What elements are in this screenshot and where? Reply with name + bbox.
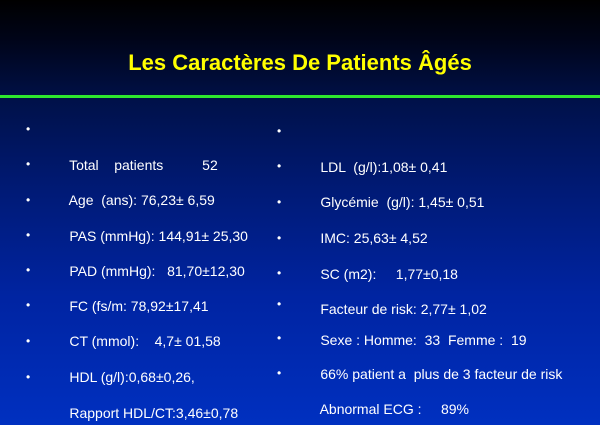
item-text: Abnormal ECG : 89% bbox=[319, 401, 469, 417]
item-text: IMC: 25,63± 4,52 bbox=[320, 230, 428, 246]
left-item-rapport: • Rapport HDL/CT:3,46±0,78 bbox=[26, 368, 239, 425]
item-text: Glycémie (g/l): 1,45± 0,51 bbox=[320, 194, 485, 210]
right-item-glycemie: • Glycémie (g/l): 1,45± 0,51 bbox=[277, 157, 485, 229]
slide-title: Les Caractères De Patients Âgés bbox=[128, 50, 472, 75]
item-text: CT (mmol): 4,7± 01,58 bbox=[69, 333, 221, 349]
item-text: Rapport HDL/CT:3,46±0,78 bbox=[69, 405, 239, 421]
right-item-ldl: • LDL (g/l):1,08± 0,41 bbox=[277, 122, 448, 194]
item-text: FC (fs/m: 78,92±17,41 bbox=[69, 298, 209, 314]
right-item-facteur-risk: • Facteur de risk: 2,77± 1,02 bbox=[277, 264, 487, 336]
title-divider bbox=[0, 95, 600, 98]
item-text: PAD (mmHg): 81,70±12,30 bbox=[69, 263, 245, 279]
bullet-icon: • bbox=[277, 195, 282, 209]
bullet-icon: • bbox=[26, 334, 31, 348]
item-text: Sexe : Homme: 33 Femme : 19 bbox=[320, 332, 527, 348]
item-text: 66% patient a plus de 3 facteur de risk bbox=[320, 366, 563, 382]
bullet-icon: • bbox=[277, 297, 282, 311]
bullet-icon: • bbox=[277, 331, 282, 345]
bullet-icon: • bbox=[26, 193, 31, 207]
left-item-pad: • PAD (mmHg): 81,70±12,30 bbox=[26, 226, 245, 298]
item-text: SC (m2): 1,77±0,18 bbox=[320, 266, 458, 282]
left-item-pas: • PAS (mmHg): 144,91± 25,30 bbox=[26, 191, 248, 263]
bullet-icon: • bbox=[277, 366, 282, 380]
bullet-icon: • bbox=[26, 370, 31, 384]
bullet-icon: • bbox=[277, 159, 282, 173]
item-text: Age (ans): 76,23± 6,59 bbox=[68, 192, 215, 208]
right-item-abnormal-ecg: • Abnormal ECG : 89% bbox=[277, 364, 469, 425]
right-item-sexe: • Sexe : Homme: 33 Femme : 19 bbox=[277, 295, 527, 367]
bullet-icon: • bbox=[26, 122, 31, 136]
right-item-66-percent: • 66% patient a plus de 3 facteur de ris… bbox=[277, 329, 563, 401]
bullet-icon: • bbox=[26, 228, 31, 242]
item-text: Total patients 52 bbox=[69, 157, 218, 173]
bullet-icon: • bbox=[26, 157, 31, 171]
right-item-sc: • SC (m2): 1,77±0,18 bbox=[277, 229, 458, 301]
left-item-fc: • FC (fs/m: 78,92±17,41 bbox=[26, 261, 209, 333]
bullet-icon: • bbox=[277, 266, 282, 280]
left-item-ct: • CT (mmol): 4,7± 01,58 bbox=[26, 296, 221, 368]
right-item-imc: • IMC: 25,63± 4,52 bbox=[277, 193, 428, 265]
bullet-icon: • bbox=[26, 298, 31, 312]
item-text: PAS (mmHg): 144,91± 25,30 bbox=[69, 228, 248, 244]
bullet-icon: • bbox=[277, 231, 282, 245]
bullet-icon: • bbox=[26, 263, 31, 277]
left-item-hdl: • HDL (g/l):0,68±0,26, bbox=[26, 332, 195, 404]
item-text: Facteur de risk: 2,77± 1,02 bbox=[320, 301, 487, 317]
item-text: LDL (g/l):1,08± 0,41 bbox=[320, 159, 448, 175]
item-text: HDL (g/l):0,68±0,26, bbox=[69, 369, 195, 385]
left-item-age: • Age (ans): 76,23± 6,59 bbox=[26, 155, 215, 227]
bullet-icon: • bbox=[277, 124, 282, 138]
left-item-total-patients: • Total patients 52 bbox=[26, 120, 218, 192]
